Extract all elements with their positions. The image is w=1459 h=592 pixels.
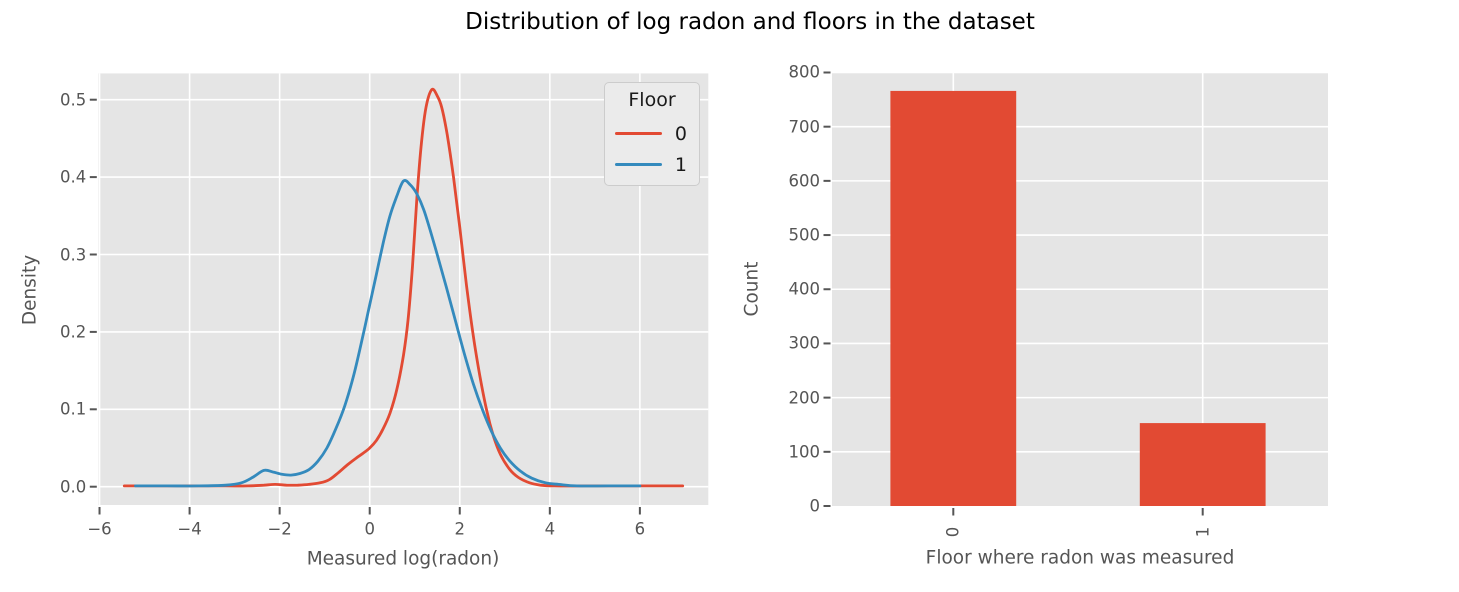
bar-y-tick-label: 400 <box>788 279 821 299</box>
kde-x-tick-label: −2 <box>267 519 292 539</box>
kde-y-tick-label: 0.3 <box>60 245 87 264</box>
bar-x-tick-label: 1 <box>1193 526 1213 538</box>
bar-y-axis-label: Count <box>741 261 763 317</box>
kde-x-tick-label: 2 <box>454 519 466 539</box>
bar-x-tick-label: 0 <box>943 526 963 538</box>
legend-entry-label: 1 <box>674 153 687 176</box>
kde-y-tick-label: 0.1 <box>60 399 87 419</box>
bar-y-tick-label: 800 <box>788 62 821 82</box>
figure-title: Distribution of log radon and floors in … <box>465 9 1035 35</box>
legend-entry-floor-0: 0 <box>613 118 691 149</box>
kde-x-tick-label: 4 <box>544 519 556 539</box>
kde-curve-floor-1 <box>134 179 642 488</box>
kde-x-axis-label: Measured log(radon) <box>306 548 500 570</box>
kde-y-axis-label: Density <box>19 254 41 326</box>
bar-y-tick-label: 100 <box>788 442 821 462</box>
legend-entry-label: 0 <box>674 122 687 145</box>
kde-x-tick-label: 6 <box>634 519 646 539</box>
legend-entry-floor-1: 1 <box>613 149 691 180</box>
kde-y-tick-label: 0.4 <box>60 167 87 187</box>
bar-y-tick-label: 700 <box>788 117 821 137</box>
bar-y-tick-label: 300 <box>788 333 821 353</box>
kde-y-tick-label: 0.5 <box>60 90 87 110</box>
kde-y-tick-label: 0.2 <box>60 322 87 342</box>
kde-x-tick-label: −6 <box>87 519 112 539</box>
bar-y-tick-label: 600 <box>788 171 821 191</box>
bar-floor-0 <box>890 90 1017 506</box>
bar-x-axis-label: Floor where radon was measured <box>925 547 1235 569</box>
legend-title: Floor <box>628 89 676 111</box>
bar-y-tick-label: 0 <box>809 496 821 516</box>
kde-x-tick-label: −4 <box>177 519 202 539</box>
bar-floor-1 <box>1139 423 1266 506</box>
bar-y-tick-label: 200 <box>788 388 821 408</box>
legend-line-swatch <box>615 162 662 167</box>
legend-line-swatch <box>615 131 662 136</box>
kde-x-tick-label: 0 <box>364 519 375 539</box>
kde-y-tick-label: 0.0 <box>60 477 87 497</box>
bar-y-tick-label: 500 <box>788 225 821 245</box>
kde-curve-floor-0 <box>122 87 685 488</box>
